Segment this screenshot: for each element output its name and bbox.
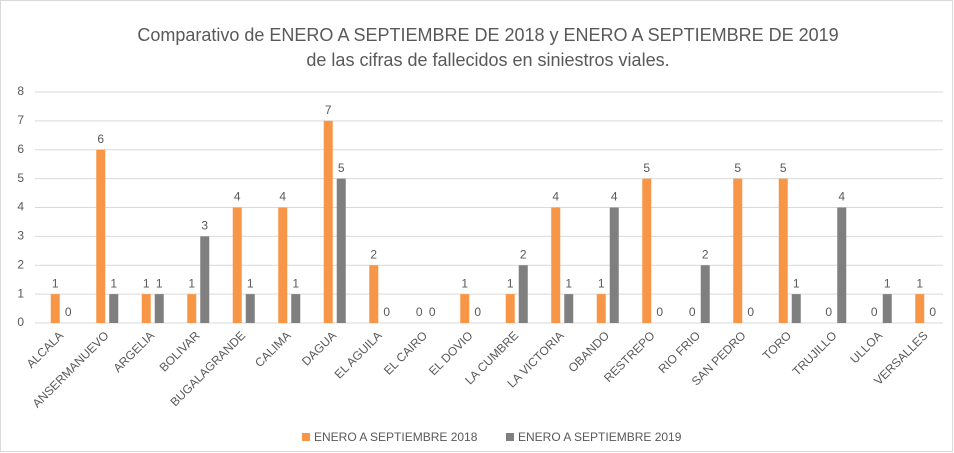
data-label: 6 <box>97 132 104 146</box>
legend-swatch <box>506 433 514 441</box>
y-tick-label: 2 <box>17 257 24 271</box>
legend-swatch <box>302 433 310 441</box>
bar <box>460 294 470 323</box>
y-tick-label: 5 <box>17 171 24 185</box>
y-tick-label: 8 <box>17 84 24 98</box>
data-label: 1 <box>143 276 150 290</box>
data-label: 0 <box>383 305 390 319</box>
data-label: 1 <box>52 276 59 290</box>
data-label: 4 <box>234 190 241 204</box>
bar <box>791 294 801 323</box>
data-label: 4 <box>279 190 286 204</box>
bar <box>915 294 925 323</box>
bar <box>642 178 652 323</box>
data-label: 1 <box>598 276 605 290</box>
bar <box>154 294 164 323</box>
bar <box>291 294 301 323</box>
data-label: 1 <box>884 276 891 290</box>
bar <box>882 294 892 323</box>
bar <box>187 294 197 323</box>
y-tick-label: 3 <box>17 229 24 243</box>
data-label: 2 <box>520 247 527 261</box>
data-label: 0 <box>747 305 754 319</box>
data-label: 5 <box>734 161 741 175</box>
y-tick-label: 4 <box>17 200 24 214</box>
data-label: 0 <box>929 305 936 319</box>
data-label: 1 <box>793 276 800 290</box>
bar <box>323 120 333 323</box>
legend-label: ENERO A SEPTIEMBRE 2018 <box>314 430 478 444</box>
data-label: 1 <box>507 276 514 290</box>
data-label: 1 <box>110 276 117 290</box>
data-label: 5 <box>780 161 787 175</box>
data-label: 2 <box>370 247 377 261</box>
bar <box>245 294 255 323</box>
y-tick-label: 0 <box>17 315 24 329</box>
data-label: 0 <box>871 305 878 319</box>
data-label: 1 <box>565 276 572 290</box>
data-label: 1 <box>247 276 254 290</box>
bar <box>50 294 60 323</box>
bar <box>336 178 346 323</box>
data-label: 0 <box>429 305 436 319</box>
bar <box>505 294 515 323</box>
data-label: 5 <box>643 161 650 175</box>
bar <box>551 207 561 323</box>
bar <box>278 207 288 323</box>
y-tick-label: 6 <box>17 142 24 156</box>
bar <box>837 207 847 323</box>
data-label: 1 <box>156 276 163 290</box>
bar <box>200 236 210 323</box>
y-tick-label: 1 <box>17 286 24 300</box>
bar <box>564 294 574 323</box>
chart-title: de las cifras de fallecidos en siniestro… <box>306 50 669 70</box>
bar <box>232 207 242 323</box>
data-label: 3 <box>201 219 208 233</box>
bar <box>369 265 379 323</box>
bar <box>733 178 743 323</box>
data-label: 0 <box>689 305 696 319</box>
data-label: 1 <box>292 276 299 290</box>
data-label: 4 <box>611 190 618 204</box>
bar <box>96 149 106 323</box>
data-label: 0 <box>656 305 663 319</box>
bar <box>609 207 619 323</box>
data-label: 2 <box>702 247 709 261</box>
data-label: 4 <box>838 190 845 204</box>
data-label: 0 <box>825 305 832 319</box>
data-label: 0 <box>474 305 481 319</box>
data-label: 0 <box>65 305 72 319</box>
bar <box>518 265 528 323</box>
bar <box>700 265 710 323</box>
bar <box>109 294 119 323</box>
bar <box>141 294 151 323</box>
legend-label: ENERO A SEPTIEMBRE 2019 <box>518 430 682 444</box>
data-label: 0 <box>416 305 423 319</box>
data-label: 1 <box>188 276 195 290</box>
bar <box>596 294 606 323</box>
bar <box>778 178 788 323</box>
data-label: 7 <box>325 103 332 117</box>
y-tick-label: 7 <box>17 113 24 127</box>
data-label: 1 <box>461 276 468 290</box>
data-label: 4 <box>552 190 559 204</box>
data-label: 5 <box>338 161 345 175</box>
data-label: 1 <box>916 276 923 290</box>
chart-title: Comparativo de ENERO A SEPTIEMBRE DE 201… <box>137 25 838 45</box>
